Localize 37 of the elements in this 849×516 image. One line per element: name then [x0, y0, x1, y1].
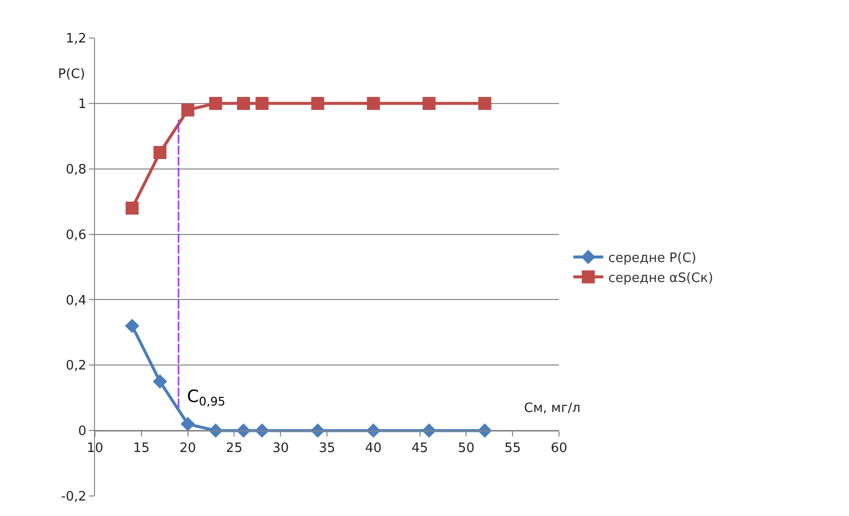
x-tick-label: 45 — [412, 441, 428, 456]
legend-label: середне P(C) — [608, 251, 696, 266]
y-tick-label: 0,4 — [66, 293, 86, 308]
x-tick-label: 35 — [318, 441, 336, 456]
x-tick-label: 50 — [458, 441, 474, 456]
point — [366, 96, 380, 110]
y-tick-label: -0,2 — [61, 490, 86, 505]
point — [422, 96, 436, 110]
annotation: C$_{0,95}$ — [187, 387, 226, 409]
y-tick-label: 1 — [78, 96, 86, 112]
x-tick-label: 20 — [180, 441, 196, 456]
point — [180, 416, 195, 432]
y-tick-label: 0,8 — [66, 162, 86, 178]
point — [236, 96, 250, 110]
x-tick-label: 15 — [133, 441, 150, 456]
point — [124, 318, 140, 334]
point — [152, 374, 168, 389]
x-tick-label: 25 — [226, 441, 242, 456]
point — [209, 96, 222, 110]
x-tick-label: 30 — [272, 441, 289, 456]
point — [181, 103, 194, 116]
point — [478, 96, 492, 110]
legend-label: середне αS(Cк) — [608, 270, 714, 286]
point — [126, 202, 139, 215]
point — [256, 96, 269, 110]
y-tick-label: 0 — [78, 424, 86, 440]
y-tick-label: 1,2 — [66, 32, 86, 47]
y-tick-label: 0,2 — [66, 358, 86, 374]
point — [311, 96, 324, 110]
y-tick-label: 0,6 — [66, 228, 86, 243]
x-axis-title: См, мг/л — [524, 401, 580, 416]
x-tick-label: 40 — [365, 441, 382, 456]
point — [153, 146, 166, 159]
x-tick-label: 10 — [86, 441, 104, 456]
y-axis-title: P(C) — [58, 67, 86, 82]
x-tick-label: 60 — [550, 441, 568, 456]
x-tick-label: 55 — [504, 441, 521, 456]
